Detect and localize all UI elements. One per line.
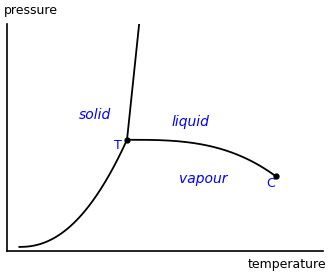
Text: solid: solid	[79, 108, 112, 122]
Text: liquid: liquid	[171, 115, 209, 128]
Text: C: C	[266, 177, 275, 189]
Text: pressure: pressure	[4, 4, 57, 17]
Text: T: T	[115, 139, 122, 152]
Text: temperature: temperature	[248, 258, 326, 271]
Text: vapour: vapour	[179, 172, 227, 186]
